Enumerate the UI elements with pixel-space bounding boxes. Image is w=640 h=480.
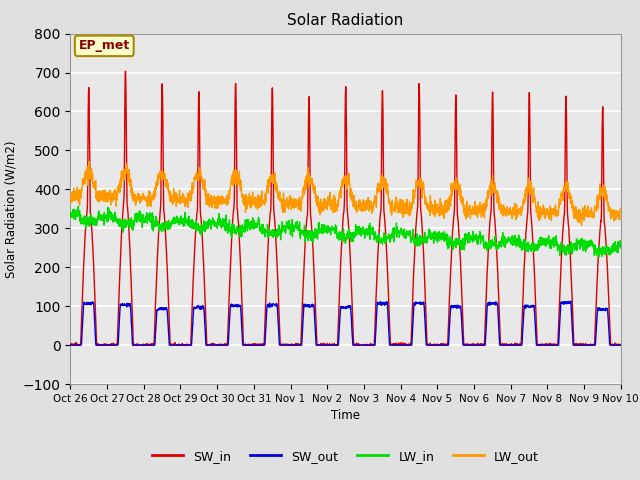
LW_out bbox=[578, 222, 586, 228]
SW_in bbox=[584, 342, 591, 348]
Line: SW_in: SW_in bbox=[70, 71, 621, 345]
LW_in bbox=[595, 254, 603, 260]
LW_in bbox=[568, 246, 576, 252]
SW_in bbox=[374, 258, 381, 264]
SW_in bbox=[568, 302, 576, 308]
SW_out bbox=[220, 342, 228, 348]
SW_out bbox=[506, 342, 513, 348]
SW_in bbox=[362, 342, 369, 348]
Line: SW_out: SW_out bbox=[70, 301, 621, 345]
SW_in bbox=[617, 342, 625, 348]
LW_out bbox=[362, 207, 369, 213]
X-axis label: Time: Time bbox=[331, 409, 360, 422]
LW_out bbox=[85, 159, 93, 165]
Legend: SW_in, SW_out, LW_in, LW_out: SW_in, SW_out, LW_in, LW_out bbox=[147, 444, 544, 468]
SW_out bbox=[374, 299, 381, 305]
Line: LW_out: LW_out bbox=[70, 162, 621, 225]
LW_out bbox=[506, 207, 513, 213]
SW_in bbox=[67, 342, 74, 348]
LW_out bbox=[617, 205, 625, 211]
LW_out bbox=[584, 204, 592, 209]
LW_in bbox=[374, 236, 381, 242]
SW_in bbox=[506, 341, 513, 347]
LW_in bbox=[220, 217, 228, 223]
SW_out bbox=[617, 342, 625, 348]
LW_in bbox=[617, 245, 625, 251]
LW_out bbox=[568, 198, 576, 204]
Y-axis label: Solar Radiation (W/m2): Solar Radiation (W/m2) bbox=[4, 140, 17, 277]
LW_out bbox=[67, 193, 74, 199]
SW_out bbox=[67, 342, 74, 348]
Text: EP_met: EP_met bbox=[79, 39, 130, 52]
SW_out bbox=[567, 298, 575, 304]
LW_out bbox=[374, 189, 381, 195]
LW_out bbox=[220, 200, 228, 206]
LW_in bbox=[362, 228, 369, 233]
SW_out bbox=[584, 342, 591, 348]
LW_in bbox=[506, 239, 513, 244]
SW_out bbox=[362, 342, 369, 348]
LW_in bbox=[67, 213, 74, 219]
Line: LW_in: LW_in bbox=[70, 206, 621, 257]
SW_in bbox=[220, 341, 228, 347]
LW_in bbox=[584, 243, 591, 249]
Title: Solar Radiation: Solar Radiation bbox=[287, 13, 404, 28]
SW_in bbox=[122, 68, 129, 74]
SW_out bbox=[568, 328, 576, 334]
LW_in bbox=[74, 204, 82, 209]
